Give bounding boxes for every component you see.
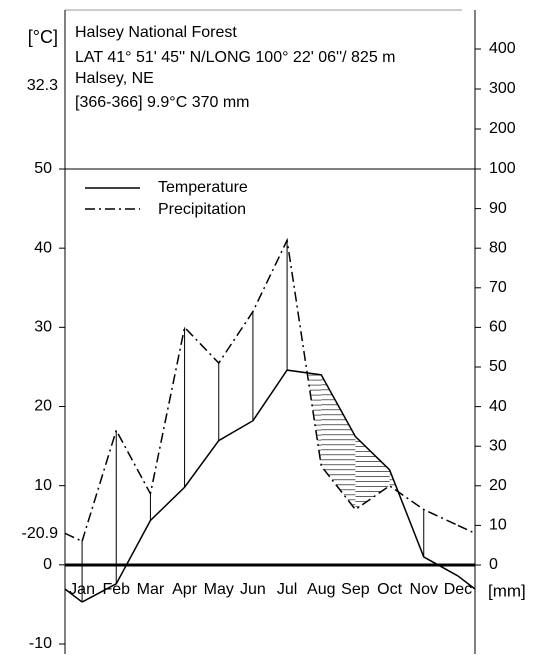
absolute-min: -20.9: [22, 525, 59, 542]
y2-tick-label: 40: [489, 398, 507, 415]
x-tick-label: May: [204, 581, 234, 598]
y2-tick-label: 80: [489, 239, 507, 256]
x-tick-label: Apr: [172, 581, 198, 598]
y2-tick-label: 50: [489, 358, 507, 375]
x-tick-label: Jan: [69, 581, 95, 598]
series-line: [81, 369, 459, 603]
y-tick-label: 10: [34, 477, 52, 494]
y-tick-label: 50: [34, 160, 52, 177]
y-axis-label: [°C]: [28, 27, 58, 47]
y2-tick-label: 70: [489, 279, 507, 296]
y-tick-label: 20: [34, 398, 52, 415]
y-tick-label: -10: [29, 635, 52, 652]
legend-label: Precipitation: [158, 201, 246, 218]
series-line: [81, 237, 459, 542]
legend-label: Temperature: [158, 179, 248, 196]
header-line: Halsey National Forest: [75, 24, 237, 41]
y2-tick-label: 60: [489, 319, 507, 336]
x-tick-label: Jul: [277, 581, 297, 598]
y2-tick-label: 200: [489, 120, 516, 137]
x-tick-label: Feb: [102, 581, 130, 598]
absolute-max: 32.3: [27, 77, 58, 94]
y2-tick-label: 0: [489, 556, 498, 573]
series-wrap: [457, 524, 476, 535]
y2-axis-label: [mm]: [488, 581, 526, 600]
series-wrap: [64, 588, 83, 603]
y2-tick-label: 20: [489, 477, 507, 494]
x-tick-label: Nov: [410, 581, 438, 598]
series-wrap: [64, 532, 83, 542]
y2-tick-label: 100: [489, 160, 516, 177]
x-tick-label: Mar: [137, 581, 165, 598]
header-line: LAT 41° 51' 45'' N/LONG 100° 22' 06''/ 8…: [75, 49, 396, 66]
x-tick-label: Dec: [444, 581, 472, 598]
y2-tick-label: 400: [489, 40, 516, 57]
y-tick-label: 40: [34, 239, 52, 256]
x-tick-label: Aug: [307, 581, 335, 598]
y2-tick-label: 10: [489, 517, 507, 534]
y2-tick-label: 30: [489, 437, 507, 454]
series-wrap: [457, 575, 476, 590]
y-tick-label: 0: [43, 556, 52, 573]
x-tick-label: Oct: [377, 581, 402, 598]
x-tick-label: Jun: [240, 581, 266, 598]
header-line: Halsey, NE: [75, 70, 154, 87]
x-tick-label: Sep: [341, 581, 370, 598]
y2-tick-label: 90: [489, 200, 507, 217]
y2-tick-label: 300: [489, 80, 516, 97]
header-line: [366-366] 9.9°C 370 mm: [75, 94, 250, 111]
y-tick-label: 30: [34, 319, 52, 336]
